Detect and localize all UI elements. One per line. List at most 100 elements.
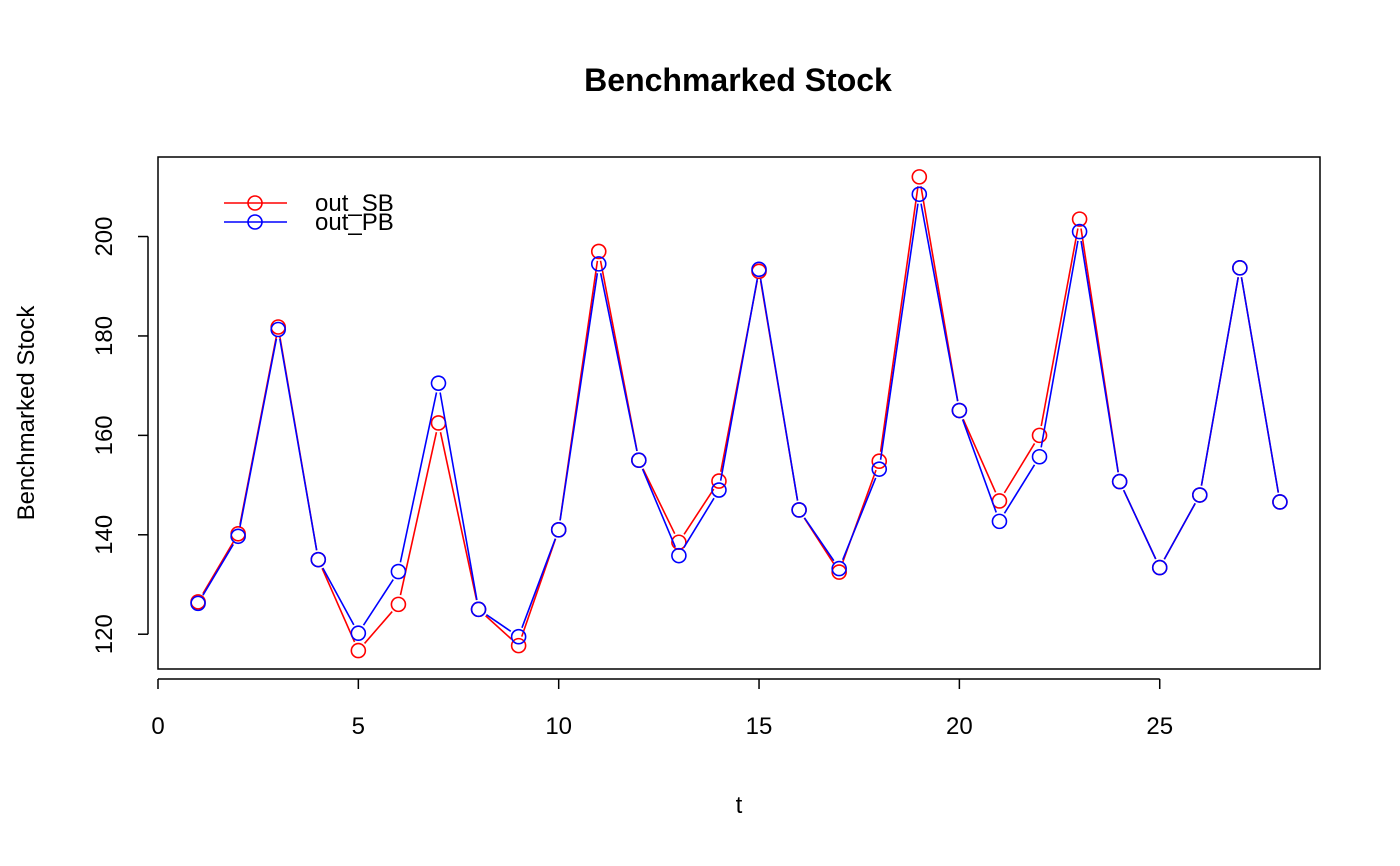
data-point — [911, 186, 928, 203]
data-point — [1151, 559, 1168, 576]
plot-frame — [157, 156, 1321, 670]
data-point — [510, 628, 527, 645]
series-segment — [719, 278, 759, 481]
series-segment — [399, 392, 438, 563]
data-point — [791, 502, 807, 518]
series-out_PB — [190, 186, 1288, 645]
data-point — [430, 375, 447, 391]
data-point — [631, 452, 647, 469]
x-tick-label: 0 — [151, 713, 164, 740]
x-tick-label: 25 — [1146, 713, 1173, 740]
series-segment — [485, 615, 513, 640]
series-segment — [362, 579, 394, 626]
series-segment — [321, 568, 356, 643]
data-point — [831, 564, 847, 580]
chart-title: Benchmarked Stock — [584, 62, 892, 98]
series-layer — [190, 169, 1288, 659]
series-segment — [841, 477, 877, 561]
series-segment — [399, 432, 438, 596]
data-point — [270, 321, 287, 338]
data-point — [510, 637, 527, 654]
data-point — [1071, 223, 1088, 240]
data-point — [590, 243, 607, 260]
series-segment — [642, 468, 676, 535]
series-segment — [803, 517, 835, 562]
x-tick-label: 10 — [545, 713, 572, 740]
data-point — [831, 560, 847, 577]
series-segment — [1040, 228, 1079, 427]
data-point — [1071, 211, 1088, 227]
series-segment — [1040, 240, 1079, 448]
series-segment — [239, 338, 278, 528]
x-axis: 0 5 10 15 20 25 — [151, 678, 1173, 740]
series-segment — [962, 418, 997, 493]
series-segment — [1080, 240, 1119, 473]
x-tick-label: 20 — [946, 713, 973, 740]
legend-marker — [247, 214, 263, 230]
legend-label: out_PB — [315, 209, 394, 236]
data-point — [190, 595, 206, 612]
series-segment — [879, 186, 919, 452]
series-segment — [641, 468, 676, 548]
series-segment — [1122, 489, 1157, 560]
data-point — [310, 551, 327, 568]
legend-marker — [247, 195, 263, 211]
series-out_SB — [190, 169, 1288, 659]
series-segment — [683, 488, 715, 535]
data-point — [230, 528, 246, 545]
series-segment — [202, 544, 234, 596]
data-point — [1031, 448, 1048, 465]
data-point — [751, 261, 767, 278]
x-axis-label: t — [736, 792, 743, 819]
y-tick-label: 200 — [91, 217, 118, 257]
series-segment — [202, 541, 235, 595]
x-tick-label: 15 — [746, 713, 773, 740]
data-point — [470, 601, 487, 618]
data-point — [350, 625, 367, 642]
series-segment — [961, 419, 997, 513]
series-segment — [683, 497, 715, 548]
x-tick-label: 5 — [352, 713, 365, 740]
series-segment — [1003, 464, 1036, 514]
series-segment — [322, 567, 355, 626]
series-segment — [485, 614, 512, 632]
data-point — [991, 513, 1008, 530]
series-segment — [920, 203, 959, 402]
data-point — [350, 642, 367, 659]
series-segment — [879, 203, 919, 460]
series-segment — [759, 278, 799, 501]
data-point — [871, 453, 888, 470]
data-point — [590, 256, 607, 272]
data-point — [1111, 473, 1128, 490]
data-point — [711, 473, 727, 489]
series-segment — [1240, 277, 1280, 493]
y-axis-label: Benchmarked Stock — [13, 305, 40, 521]
data-point — [550, 522, 567, 538]
y-tick-label: 120 — [91, 614, 118, 654]
y-tick-label: 140 — [91, 515, 118, 555]
data-point — [911, 169, 928, 185]
data-point — [390, 596, 407, 613]
data-point — [390, 563, 407, 580]
series-segment — [1163, 502, 1196, 560]
series-segment — [1003, 443, 1036, 494]
y-axis: 120 140 160 180 200 — [91, 217, 149, 654]
series-segment — [439, 432, 478, 601]
data-point — [430, 415, 447, 431]
series-segment — [363, 611, 393, 644]
data-point — [711, 482, 727, 498]
y-tick-label: 160 — [91, 415, 118, 455]
data-point — [671, 547, 687, 564]
data-point — [1191, 487, 1208, 503]
data-point — [871, 461, 888, 477]
series-segment — [279, 338, 318, 551]
series-segment — [599, 273, 638, 452]
data-point — [951, 402, 968, 419]
series-segment — [521, 538, 557, 629]
series-segment — [439, 392, 478, 601]
data-point — [1232, 260, 1248, 276]
legend-label: out_SB — [315, 190, 394, 217]
y-tick-label: 180 — [91, 316, 118, 356]
